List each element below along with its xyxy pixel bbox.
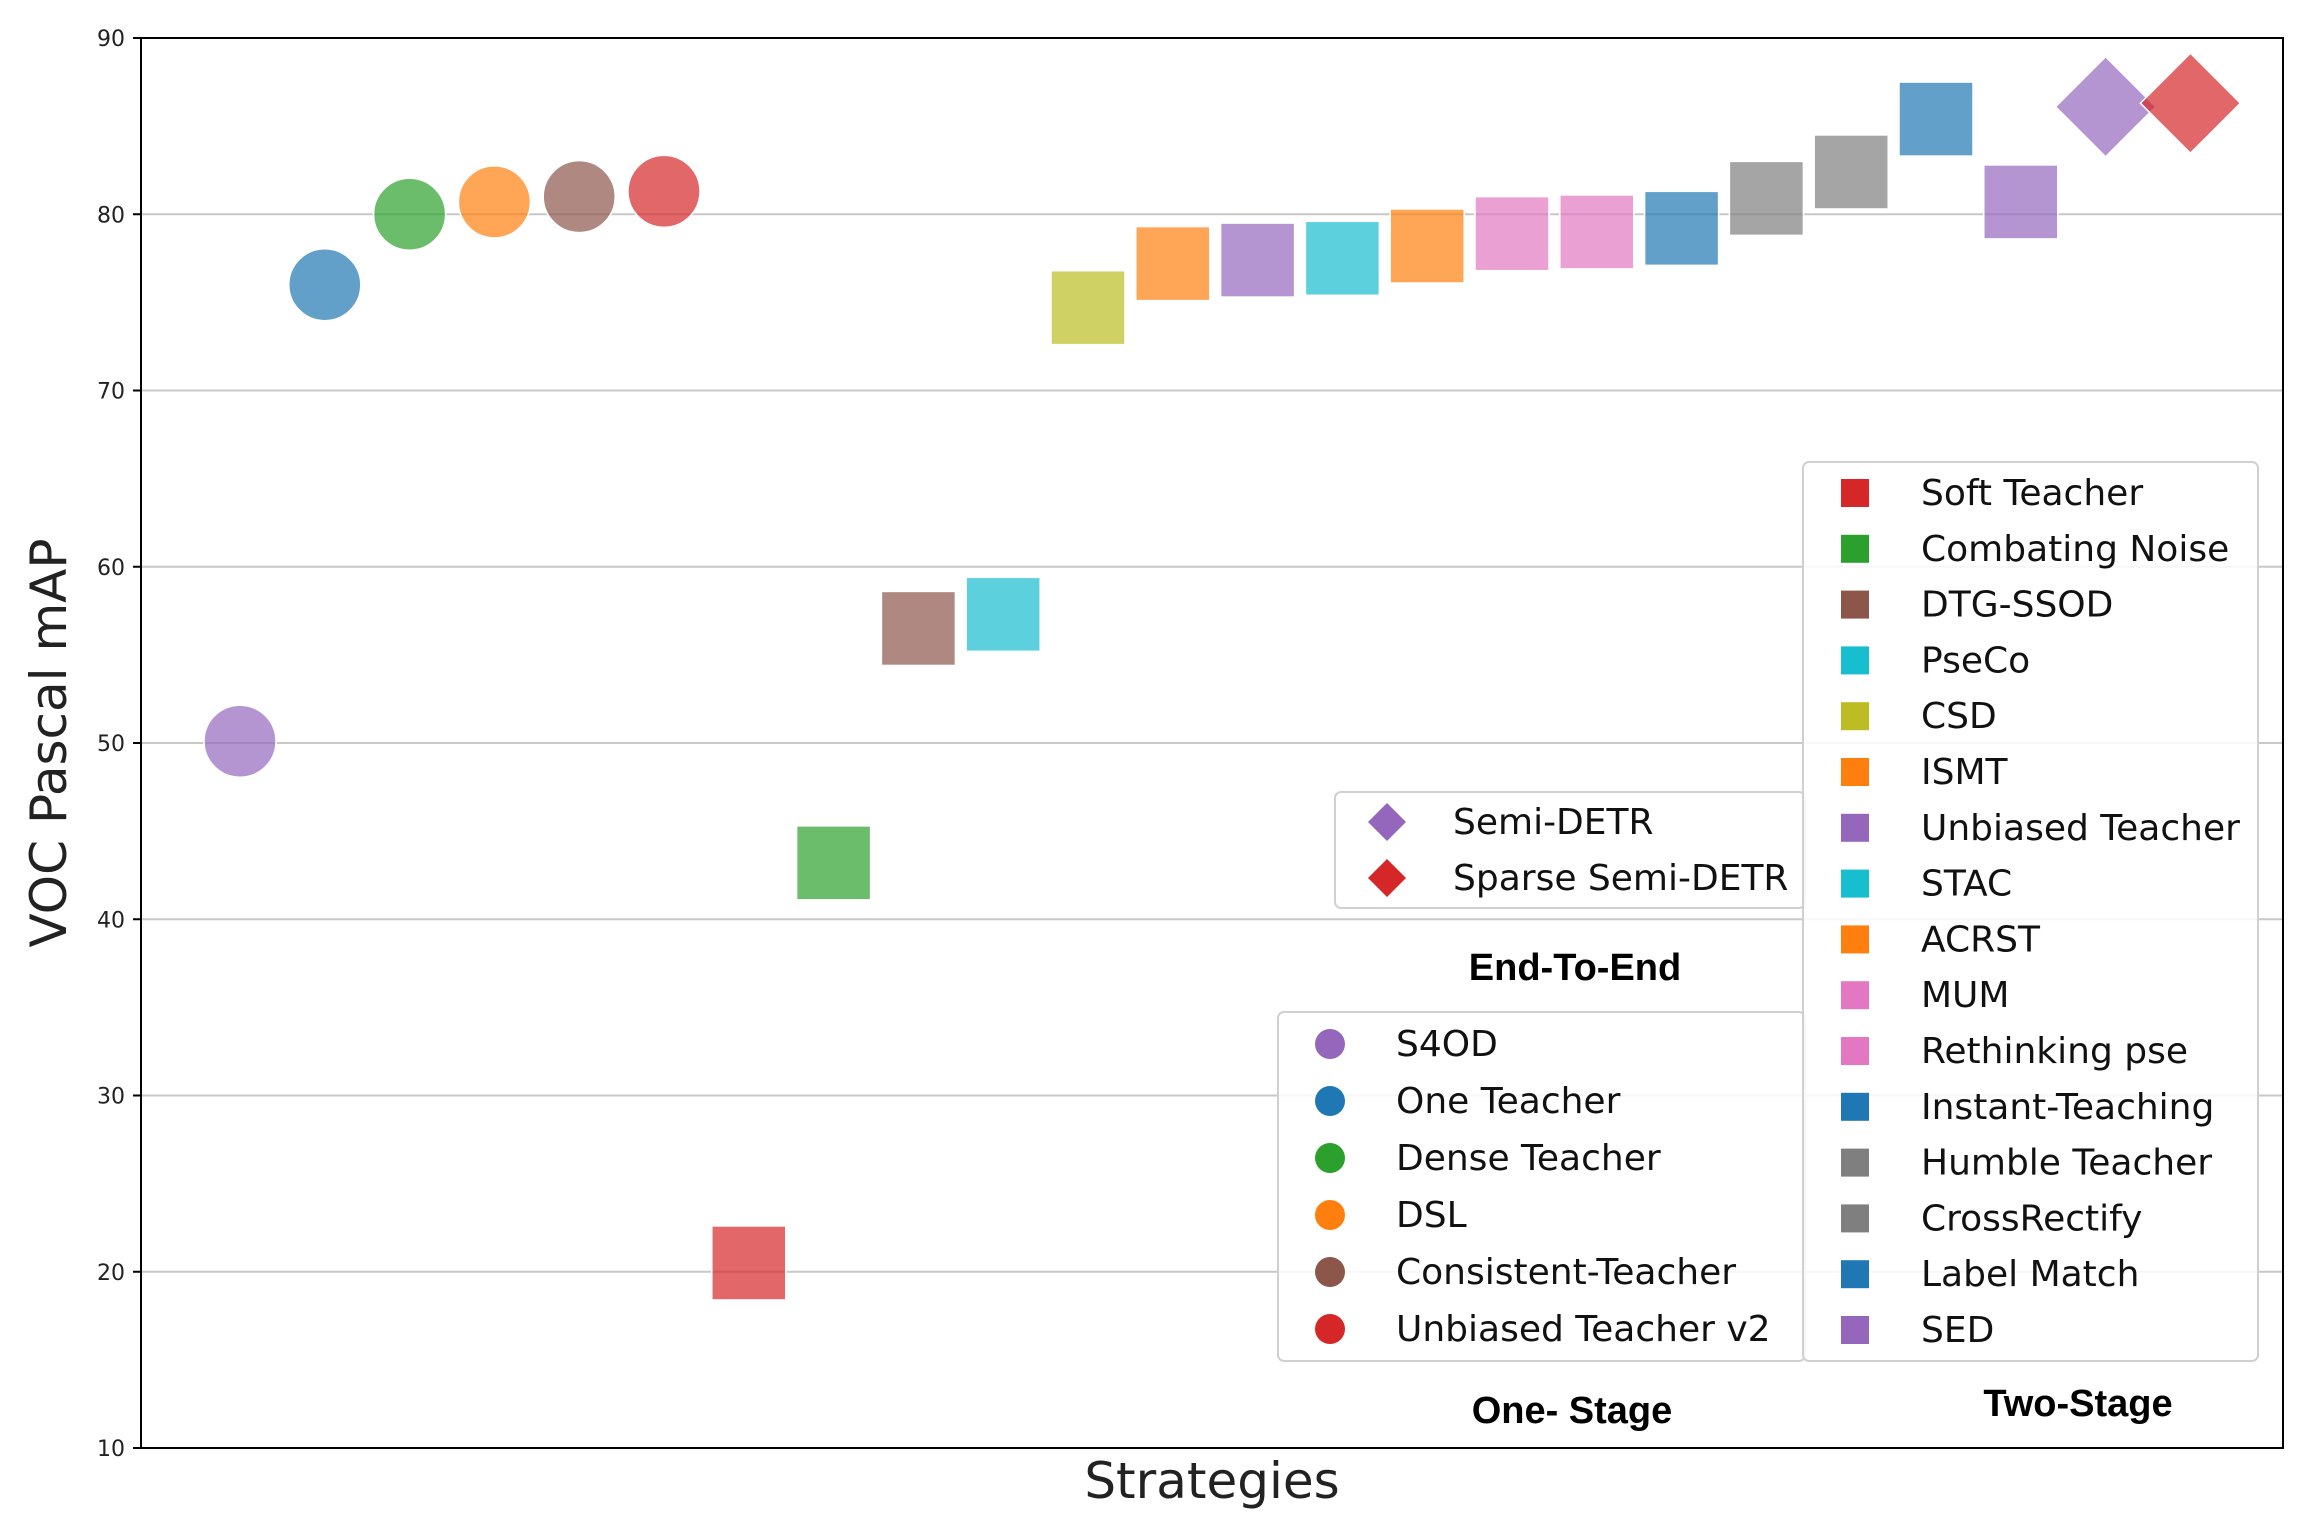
- y-tick-layer: 10 20 30 40 50 60 70 80 90: [97, 27, 141, 1462]
- y-tick-label-50: 50: [97, 732, 125, 757]
- group-title-end-to-end: End-To-End: [1469, 947, 1681, 989]
- legend-box: [1802, 461, 2259, 1362]
- legend-label-soft-teacher: Soft Teacher: [1921, 473, 2143, 514]
- y-tick-label-40: 40: [97, 908, 125, 933]
- legend-label-dsl: DSL: [1396, 1195, 1467, 1236]
- data-point-combating-noise: [795, 825, 872, 901]
- legend-label-dense-teacher: Dense Teacher: [1396, 1138, 1661, 1179]
- legend-label-stac: STAC: [1921, 864, 2012, 905]
- legend-marker-mum: [1841, 981, 1869, 1010]
- data-point-acrst: [1389, 208, 1465, 284]
- data-point-label-match: [1898, 81, 1974, 157]
- legend-label-pseco: PseCo: [1921, 640, 2030, 681]
- legend-marker-rethinking-pse: [1841, 1037, 1869, 1065]
- legend-marker-sparse-semi-detr: [1368, 859, 1406, 897]
- data-point-csd: [1050, 269, 1126, 346]
- legend-label-sparse-semi-detr: Sparse Semi-DETR: [1453, 858, 1788, 899]
- legend-label-csd: CSD: [1921, 696, 1997, 737]
- data-point-crossrectify: [1813, 134, 1889, 210]
- data-point-ismt: [1135, 225, 1211, 302]
- data-point-one-teacher: [288, 248, 362, 322]
- legend-label-label-match: Label Match: [1921, 1254, 2139, 1295]
- y-axis-label: VOC Pascal mAP: [20, 538, 78, 947]
- data-point-dtg-ssod: [880, 590, 957, 667]
- y-tick-label-20: 20: [97, 1261, 125, 1286]
- data-point-layer: [203, 52, 2242, 1301]
- y-tick-label-80: 80: [97, 203, 125, 228]
- legend-marker-combating-noise: [1841, 534, 1869, 563]
- data-point-sed: [1983, 164, 2059, 240]
- legend-end-to-end: Semi-DETR Sparse Semi-DETR End-To-End: [1334, 791, 1806, 989]
- legend-label-sed: SED: [1921, 1310, 1994, 1351]
- legend-marker-s4od: [1315, 1029, 1345, 1059]
- legend-label-dtg-ssod: DTG-SSOD: [1921, 585, 2113, 626]
- legend-two-stage: Soft Teacher Combating Noise DTG-SSOD PseCo…: [1802, 461, 2259, 1425]
- legend-marker-dense-teacher: [1315, 1143, 1345, 1173]
- data-point-s4od: [203, 704, 277, 778]
- legend-marker-ismt: [1841, 758, 1869, 786]
- legend-marker-crossrectify: [1841, 1204, 1869, 1233]
- legend-marker-acrst: [1841, 925, 1869, 954]
- data-point-unbiased-teacher: [1219, 222, 1296, 298]
- legend-label-combating-noise: Combating Noise: [1921, 529, 2229, 570]
- legend-marker-unbiased-teacher: [1841, 813, 1869, 842]
- legend-marker-pseco: [1841, 646, 1869, 675]
- legend-label-unbiased-teacher: Unbiased Teacher: [1921, 808, 2240, 849]
- legend-label-semi-detr: Semi-DETR: [1453, 802, 1654, 843]
- legend-label-s4od: S4OD: [1396, 1024, 1498, 1065]
- legend-marker-humble-teacher: [1841, 1148, 1869, 1177]
- legend-label-unbiased-teacher-v2: Unbiased Teacher v2: [1396, 1309, 1771, 1350]
- data-point-soft-teacher: [711, 1225, 787, 1301]
- legend-label-consistent-teacher: Consistent-Teacher: [1396, 1252, 1736, 1293]
- legend-marker-label-match: [1841, 1260, 1869, 1289]
- legend-label-crossrectify: CrossRectify: [1921, 1198, 2142, 1239]
- legend-marker-one-teacher: [1315, 1086, 1345, 1116]
- data-point-sparse-semi-detr: [2139, 52, 2242, 155]
- legend-marker-dtg-ssod: [1841, 590, 1869, 619]
- legend-label-rethinking-pse: Rethinking pse: [1921, 1031, 2188, 1072]
- data-point-instant-teaching: [1643, 190, 1720, 267]
- data-point-rethinking-pse: [1559, 194, 1635, 270]
- data-point-mum: [1474, 195, 1550, 272]
- legend-marker-semi-detr: [1368, 803, 1406, 841]
- group-title-one-stage: One- Stage: [1472, 1390, 1673, 1432]
- data-point-dense-teacher: [372, 177, 447, 251]
- y-tick-label-30: 30: [97, 1085, 125, 1110]
- legend-label-mum: MUM: [1921, 975, 2009, 1016]
- legend-marker-dsl: [1315, 1200, 1345, 1230]
- legend-label-instant-teaching: Instant-Teaching: [1921, 1087, 2214, 1128]
- data-point-pseco: [965, 576, 1041, 653]
- legend-label-ismt: ISMT: [1921, 752, 2009, 793]
- legend-label-humble-teacher: Humble Teacher: [1921, 1143, 2212, 1184]
- data-point-humble-teacher: [1728, 160, 1805, 237]
- legend-marker-csd: [1841, 702, 1869, 731]
- legend-marker-stac: [1841, 869, 1869, 898]
- data-point-stac: [1304, 220, 1381, 297]
- data-point-dsl: [457, 165, 532, 239]
- legend-one-stage: S4OD One Teacher Dense Teacher DSL Consisten…: [1277, 1011, 1806, 1432]
- legend-marker-soft-teacher: [1841, 479, 1869, 507]
- group-title-two-stage: Two-Stage: [1983, 1383, 2172, 1425]
- legend-layer: Semi-DETR Sparse Semi-DETR End-To-End S4OD O…: [1277, 461, 2259, 1432]
- legend-label-one-teacher: One Teacher: [1396, 1081, 1621, 1122]
- data-point-consistent-teacher: [542, 159, 616, 234]
- y-tick-label-60: 60: [97, 556, 125, 581]
- data-point-semi-detr: [2054, 55, 2157, 158]
- y-tick-label-70: 70: [97, 380, 125, 405]
- y-tick-label-90: 90: [97, 27, 125, 52]
- data-point-unbiased-teacher-v2: [627, 154, 701, 229]
- legend-marker-unbiased-teacher-v2: [1315, 1314, 1345, 1344]
- legend-marker-sed: [1841, 1316, 1869, 1344]
- legend-marker-instant-teaching: [1841, 1092, 1869, 1121]
- x-axis-label: Strategies: [1084, 1452, 1339, 1510]
- legend-marker-consistent-teacher: [1315, 1257, 1345, 1287]
- legend-label-acrst: ACRST: [1921, 919, 2041, 960]
- y-tick-label-10: 10: [97, 1437, 125, 1462]
